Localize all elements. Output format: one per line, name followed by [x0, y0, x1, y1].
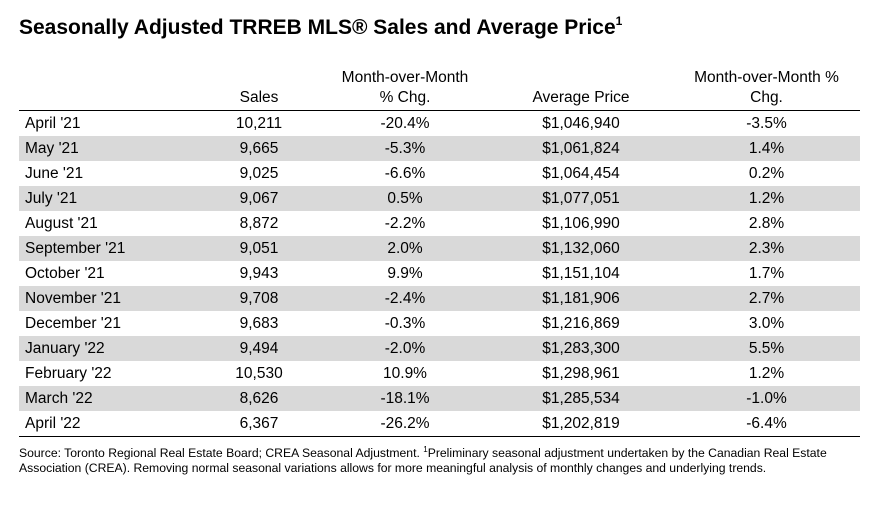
header-price-mom: Month-over-Month % Chg.	[673, 64, 860, 111]
cell-average-price: $1,298,961	[542, 365, 620, 382]
page-title: Seasonally Adjusted TRREB MLS® Sales and…	[19, 14, 622, 40]
cell-sales: 9,025	[239, 165, 279, 182]
cell-month: October '21	[25, 265, 105, 282]
table-row: April '21 10,211 -20.4% $1,046,940 -3.5%	[19, 111, 860, 137]
cell-month: June '21	[25, 165, 84, 182]
cell-month: March '22	[19, 386, 197, 411]
cell-price-change: 0.2%	[748, 165, 785, 182]
cell-sales: 9,708	[197, 286, 321, 311]
cell-average-price: $1,046,940	[542, 115, 620, 132]
cell-sales-change: -26.2%	[321, 411, 489, 437]
cell-price-change: 1.2%	[748, 365, 785, 382]
cell-average-price: $1,132,060	[489, 236, 673, 261]
table-row: March '22 8,626 -18.1% $1,285,534 -1.0%	[19, 386, 860, 411]
header-month	[19, 64, 197, 111]
cell-price-change: 1.4%	[673, 136, 860, 161]
cell-sales: 9,067	[197, 186, 321, 211]
cell-month: January '22	[19, 336, 197, 361]
table-row: July '21 9,067 0.5% $1,077,051 1.2%	[19, 186, 860, 211]
table-row: December '21 9,683 -0.3% $1,216,869 3.0%	[19, 311, 860, 336]
header-sales-mom-line1: Month-over-Month	[341, 69, 469, 86]
cell-average-price: $1,077,051	[489, 186, 673, 211]
cell-price-change: 3.0%	[748, 315, 785, 332]
cell-price-change: 2.3%	[673, 236, 860, 261]
cell-month: August '21	[25, 215, 98, 232]
cell-sales: 6,367	[197, 411, 321, 437]
source-text-part1: Source: Toronto Regional Real Estate Boa…	[19, 446, 424, 460]
cell-sales: 9,665	[197, 136, 321, 161]
cell-sales: 8,626	[197, 386, 321, 411]
table-row: August '21 8,872 -2.2% $1,106,990 2.8%	[19, 211, 860, 236]
cell-sales: 9,683	[239, 315, 279, 332]
cell-price-change: 2.8%	[748, 215, 785, 232]
cell-sales-change: 10.9%	[383, 365, 427, 382]
table-header-row: Sales Month-over-Month % Chg. Average Pri…	[19, 64, 860, 111]
header-price-mom-line1: Month-over-Month %	[694, 69, 839, 86]
table-row: November '21 9,708 -2.4% $1,181,906 2.7%	[19, 286, 860, 311]
cell-average-price: $1,064,454	[542, 165, 620, 182]
table-row: May '21 9,665 -5.3% $1,061,824 1.4%	[19, 136, 860, 161]
cell-price-change: 1.7%	[748, 265, 785, 282]
cell-average-price: $1,181,906	[489, 286, 673, 311]
title-text: Seasonally Adjusted TRREB MLS® Sales and…	[19, 16, 616, 39]
cell-sales: 8,872	[239, 215, 279, 232]
cell-sales-change: -2.0%	[321, 336, 489, 361]
source-text-part2: Preliminary seasonal adjustment undertak…	[19, 446, 827, 475]
cell-sales: 9,943	[239, 265, 279, 282]
cell-average-price: $1,216,869	[542, 315, 620, 332]
cell-month: December '21	[25, 315, 122, 332]
source-note: Source: Toronto Regional Real Estate Boa…	[19, 443, 839, 476]
header-sales-mom-line2: % Chg.	[379, 89, 431, 106]
cell-average-price: $1,283,300	[489, 336, 673, 361]
header-average-price: Average Price	[489, 64, 673, 111]
cell-price-change: 5.5%	[673, 336, 860, 361]
table-body: April '21 10,211 -20.4% $1,046,940 -3.5% May …	[19, 111, 860, 437]
cell-sales-change: -2.2%	[384, 215, 426, 232]
table-row: April '22 6,367 -26.2% $1,202,819 -6.4%	[19, 411, 860, 437]
cell-sales-change: 9.9%	[387, 265, 423, 282]
cell-month: July '21	[19, 186, 197, 211]
cell-month: February '22	[25, 365, 112, 382]
cell-average-price: $1,202,819	[489, 411, 673, 437]
cell-price-change: 1.2%	[673, 186, 860, 211]
cell-price-change: 2.7%	[673, 286, 860, 311]
table-row: October '21 9,943 9.9% $1,151,104 1.7%	[19, 261, 860, 286]
cell-average-price: $1,106,990	[542, 215, 620, 232]
table-row: January '22 9,494 -2.0% $1,283,300 5.5%	[19, 336, 860, 361]
sales-price-table: Sales Month-over-Month % Chg. Average Pri…	[19, 64, 860, 437]
cell-price-change: -3.5%	[746, 115, 787, 132]
header-price-mom-line2: Chg.	[750, 89, 783, 106]
cell-month: April '22	[19, 411, 197, 437]
cell-average-price: $1,285,534	[489, 386, 673, 411]
cell-price-change: -1.0%	[673, 386, 860, 411]
header-sales-mom: Month-over-Month % Chg.	[321, 64, 489, 111]
header-sales: Sales	[197, 64, 321, 111]
cell-sales-change: -18.1%	[321, 386, 489, 411]
cell-month: September '21	[19, 236, 197, 261]
cell-sales-change: -0.3%	[384, 315, 426, 332]
cell-month: November '21	[19, 286, 197, 311]
cell-sales-change: -20.4%	[380, 115, 430, 132]
cell-sales: 10,211	[235, 115, 283, 132]
cell-sales: 10,530	[235, 365, 283, 382]
cell-sales-change: 2.0%	[321, 236, 489, 261]
title-footnote-marker: 1	[615, 14, 623, 28]
cell-price-change: -6.4%	[673, 411, 860, 437]
table-row: September '21 9,051 2.0% $1,132,060 2.3%	[19, 236, 860, 261]
table-row: February '22 10,530 10.9% $1,298,961 1.2%	[19, 361, 860, 386]
cell-sales: 9,051	[197, 236, 321, 261]
cell-month: April '21	[25, 115, 81, 132]
table-row: June '21 9,025 -6.6% $1,064,454 0.2%	[19, 161, 860, 186]
cell-month: May '21	[19, 136, 197, 161]
source-footnote-marker: 1	[423, 445, 428, 454]
cell-sales-change: -6.6%	[384, 165, 426, 182]
cell-average-price: $1,151,104	[542, 265, 620, 282]
cell-sales-change: -5.3%	[321, 136, 489, 161]
cell-sales-change: 0.5%	[321, 186, 489, 211]
cell-sales: 9,494	[197, 336, 321, 361]
cell-average-price: $1,061,824	[489, 136, 673, 161]
cell-sales-change: -2.4%	[321, 286, 489, 311]
